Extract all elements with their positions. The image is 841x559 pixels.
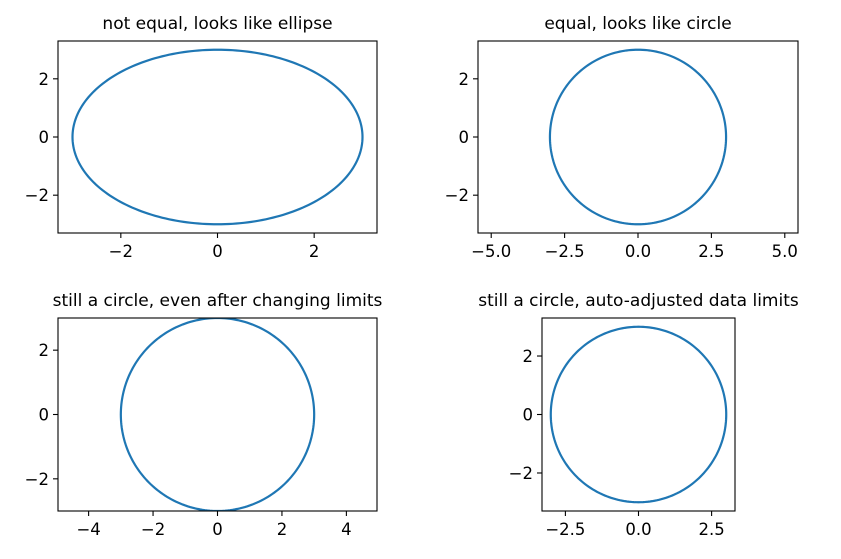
y-tick-label: 0	[523, 406, 534, 425]
x-tick-label: −2.5	[545, 242, 585, 261]
y-tick-label: −2	[25, 470, 49, 489]
x-tick-label: 0	[212, 242, 223, 261]
y-tick-label: 0	[459, 128, 470, 147]
axes-frame	[57, 317, 378, 512]
subplot-title: still a circle, even after changing limi…	[53, 291, 383, 311]
y-tick-label: 2	[39, 341, 50, 360]
subplot-3: −4 −2 0 2 4 −2 0 2 still a circle, even after ch…	[25, 291, 383, 539]
circle-series-line	[548, 48, 728, 226]
x-tick-label: 5.0	[772, 242, 798, 261]
y-tick-label: 2	[459, 70, 470, 89]
circle-series-line	[549, 325, 728, 504]
subplot-title: equal, looks like circle	[544, 14, 731, 34]
subplot-4: −2.5 0.0 2.5 −2 0 2 still a circle, auto-adjus…	[478, 291, 799, 539]
subplot-1: −2 0 2 −2 0 2 not equal, looks like ellipse	[25, 14, 378, 261]
axes-frame	[541, 317, 736, 512]
y-tick-label: −2	[509, 464, 533, 483]
x-tick-label: −4	[76, 520, 100, 539]
x-tick-label: 2	[277, 520, 288, 539]
y-tick-label: 2	[523, 347, 534, 366]
y-tick-label: 0	[39, 406, 50, 425]
x-tick-label: 0.0	[625, 520, 651, 539]
y-tick-label: 0	[39, 128, 50, 147]
subplot-title: still a circle, auto-adjusted data limit…	[478, 291, 799, 311]
x-tick-label: 4	[341, 520, 352, 539]
x-tick-label: 0	[212, 520, 223, 539]
x-tick-label: −2	[141, 520, 165, 539]
x-tick-label: −2	[109, 242, 133, 261]
x-tick-label: 2.5	[698, 520, 724, 539]
x-tick-label: −5.0	[471, 242, 511, 261]
x-tick-label: 2.5	[698, 242, 724, 261]
x-tick-label: 2	[309, 242, 320, 261]
circle-series-line	[119, 318, 316, 511]
y-tick-label: −2	[25, 186, 49, 205]
subplot-title: not equal, looks like ellipse	[102, 14, 332, 34]
subplot-2: −5.0 −2.5 0.0 2.5 5.0 −2 0 2 equal, looks like c…	[445, 14, 799, 261]
y-tick-label: −2	[445, 186, 469, 205]
y-tick-label: 2	[39, 70, 50, 89]
axes-frame	[57, 40, 378, 234]
circle-series-line	[71, 48, 364, 226]
x-tick-label: −2.5	[545, 520, 585, 539]
axes-frame	[477, 40, 799, 234]
x-tick-label: 0.0	[625, 242, 651, 261]
